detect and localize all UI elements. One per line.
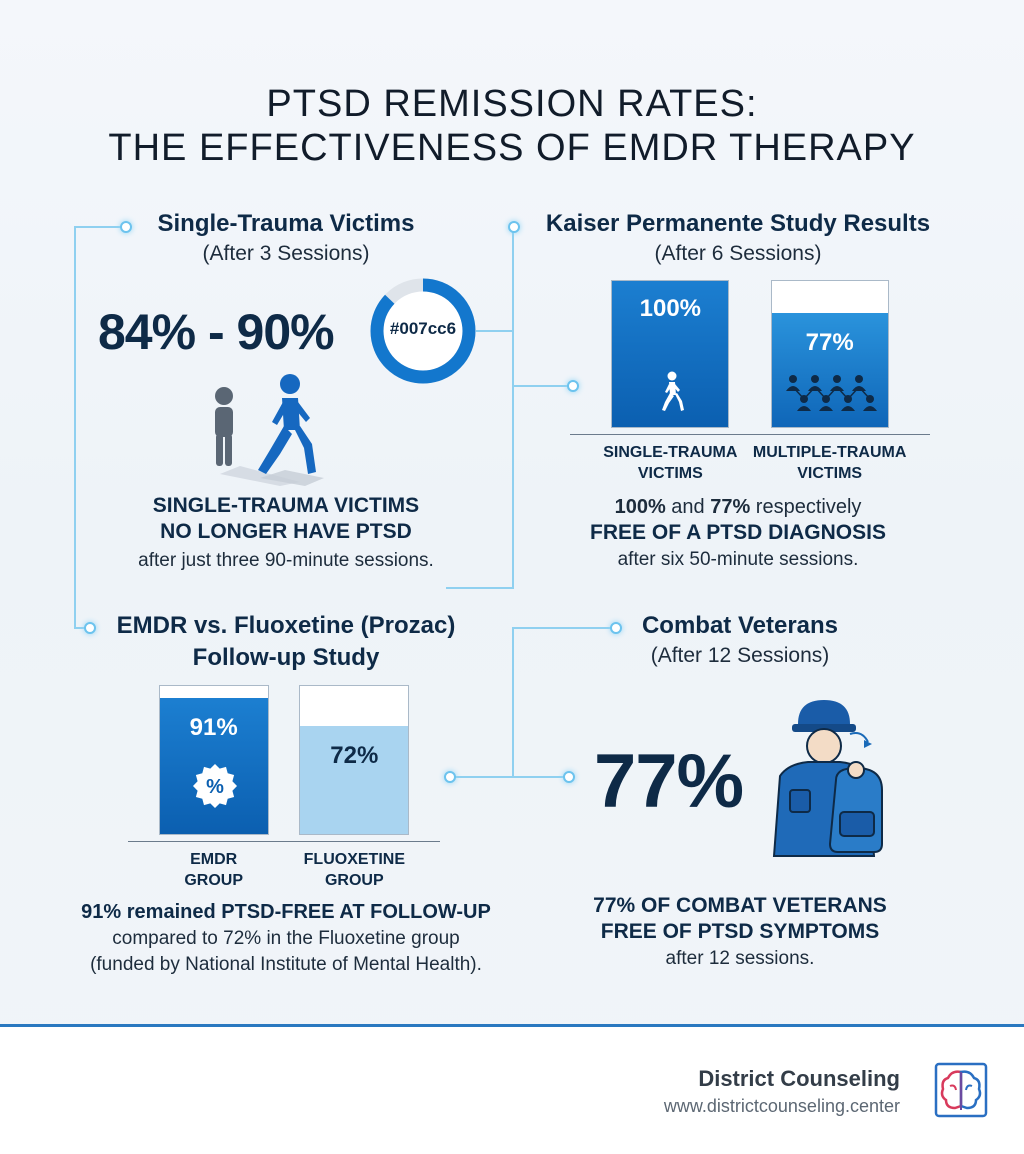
- bar-fill-2: [300, 726, 409, 834]
- percent-badge-icon: %: [191, 762, 239, 815]
- walking-person-icon: [656, 371, 686, 416]
- kaiser-subtitle: (After 6 Sessions): [654, 242, 822, 265]
- bar-data-label-2: 72%: [330, 742, 379, 769]
- connector-left-vertical: [74, 226, 76, 628]
- connector-center-vertical: [512, 226, 514, 588]
- footer-divider: [0, 1024, 1024, 1027]
- veterans-title: Combat Veterans: [641, 612, 839, 639]
- kaiser-caption-pct-b: 77%: [710, 496, 751, 518]
- fluoxetine-caption: 91% remained PTSD-FREE AT FOLLOW-UP comp…: [40, 901, 532, 976]
- kaiser-caption-rest: respectively: [750, 496, 862, 518]
- single-trauma-caption: SINGLE-TRAUMA VICTIMS NO LONGER HAVE PTS…: [96, 494, 476, 572]
- footer-brand-block: District Counseling www.districtcounseli…: [664, 1066, 900, 1117]
- kaiser-caption: 100% and 77% respectively FREE OF A PTSD…: [528, 496, 948, 571]
- bar-category-label-2: FLUOXETINE GROUP: [269, 849, 439, 891]
- bar-category-line: FLUOXETINE: [303, 851, 405, 868]
- bar-chart-axis: [128, 841, 440, 842]
- kaiser-caption-pct-a: 100%: [614, 496, 666, 518]
- fluoxetine-section: EMDR vs. Fluoxetine (Prozac) Follow-up S…: [96, 612, 476, 672]
- single-trauma-caption-line-1: SINGLE-TRAUMA VICTIMS: [152, 494, 420, 517]
- node-fluoxetine: [84, 622, 96, 634]
- node-fluoxetine-chart: [444, 771, 456, 783]
- single-trauma-ring: #007cc6: [367, 275, 479, 387]
- bar-2: 72%: [299, 685, 410, 835]
- bar-fill-1: [612, 281, 729, 427]
- node-single-trauma: [120, 221, 132, 233]
- connector-bottom-middle: [452, 776, 568, 778]
- bar-category-line: GROUP: [184, 872, 243, 889]
- bar-1: 91%%: [158, 685, 269, 835]
- title-line-2: THE EFFECTIVENESS OF EMDR THERAPY: [108, 127, 916, 169]
- fluoxetine-title-line-2: Follow-up Study: [192, 644, 380, 671]
- veterans-section: Combat Veterans (After 12 Sessions): [600, 612, 880, 668]
- veterans-subtitle: (After 12 Sessions): [650, 644, 830, 667]
- bar-category-line: GROUP: [324, 872, 384, 889]
- bar-data-label-1: 91%: [189, 713, 238, 741]
- title-line-1: PTSD REMISSION RATES:: [266, 83, 758, 125]
- walking-people-icon: [200, 374, 330, 486]
- connector-single-bottom: [446, 587, 514, 589]
- connector-kaiser-chart: [514, 385, 572, 387]
- kaiser-caption-line-3: after six 50-minute sessions.: [617, 549, 859, 570]
- kaiser-title: Kaiser Permanente Study Results: [545, 210, 931, 237]
- bar-2: 77%: [770, 280, 889, 428]
- bar-category-label-1: SINGLE-TRAUMA VICTIMS: [581, 442, 759, 484]
- kaiser-caption-line-1: 100% and 77% respectively: [528, 496, 948, 519]
- connector-left-bottom: [74, 627, 86, 629]
- bar-category-label-1: EMDR GROUP: [129, 849, 299, 891]
- brain-icon: [934, 1062, 988, 1118]
- network-people-icon: [779, 373, 883, 420]
- bar-category-line: VICTIMS: [797, 465, 863, 482]
- bar-category-label-2: MULTIPLE-TRAUMA VICTIMS: [741, 442, 919, 484]
- bar-category-line: SINGLE-TRAUMA: [603, 444, 738, 461]
- connector-left-top: [74, 226, 124, 228]
- kaiser-section: Kaiser Permanente Study Results (After 6…: [528, 210, 948, 266]
- fluoxetine-caption-line-2: compared to 72% in the Fluoxetine group: [112, 928, 460, 949]
- bar-category-line: EMDR: [190, 851, 238, 868]
- svg-text:%: %: [206, 776, 224, 798]
- veterans-caption-line-1: 77% OF COMBAT VETERANS: [593, 894, 887, 917]
- page-title: PTSD REMISSION RATES: THE EFFECTIVENESS …: [0, 82, 1024, 170]
- bar-chart-axis: [570, 434, 930, 435]
- connector-veterans-top: [512, 627, 616, 629]
- fluoxetine-bar-chart: 91%% EMDR GROUP 72% FLUOXETINE GROUP: [128, 685, 440, 895]
- kaiser-caption-and: and: [665, 496, 711, 518]
- connector-ring: [476, 330, 514, 332]
- single-trauma-stat: 84% - 90%: [98, 304, 335, 360]
- footer-url: www.districtcounseling.center: [663, 1096, 900, 1116]
- fluoxetine-caption-line-3: (funded by National Institute of Mental …: [90, 954, 482, 975]
- veterans-caption-line-3: after 12 sessions.: [665, 948, 815, 969]
- bar-data-label-1: 100%: [639, 295, 702, 322]
- fluoxetine-title-line-1: EMDR vs. Fluoxetine (Prozac): [116, 612, 456, 639]
- veterans-stat: 77%: [594, 739, 744, 824]
- node-kaiser: [508, 221, 520, 233]
- soldier-backpack-icon: [758, 694, 890, 862]
- bar-1: 100%: [611, 280, 730, 428]
- single-trauma-caption-line-3: after just three 90-minute sessions.: [138, 550, 434, 571]
- veterans-caption: 77% OF COMBAT VETERANS FREE OF PTSD SYMP…: [560, 894, 920, 970]
- bar-category-line: VICTIMS: [637, 465, 703, 482]
- ring-label: #007cc6: [389, 319, 457, 338]
- footer-brand: District Counseling: [698, 1066, 900, 1091]
- single-trauma-section: Single-Trauma Victims (After 3 Sessions): [130, 210, 442, 266]
- kaiser-bar-chart: 100% SINGLE-TRAUMA VICTIMS 77% MULTIPLE-TRAU…: [570, 280, 930, 490]
- bar-category-line: MULTIPLE-TRAUMA: [752, 444, 907, 461]
- bar-data-label-2: 77%: [805, 329, 854, 357]
- single-trauma-subtitle: (After 3 Sessions): [202, 242, 370, 265]
- node-veterans-stat: [563, 771, 575, 783]
- fluoxetine-caption-line-1: 91% remained PTSD-FREE AT FOLLOW-UP: [81, 901, 491, 923]
- kaiser-caption-line-2: FREE OF A PTSD DIAGNOSIS: [590, 521, 886, 544]
- node-kaiser-chart: [567, 380, 579, 392]
- single-trauma-caption-line-2: NO LONGER HAVE PTSD: [160, 520, 412, 543]
- connector-bottom-vertical: [512, 627, 514, 777]
- veterans-caption-line-2: FREE OF PTSD SYMPTOMS: [600, 920, 880, 943]
- node-veterans: [610, 622, 622, 634]
- single-trauma-title: Single-Trauma Victims: [157, 210, 415, 237]
- footer: [0, 1027, 1024, 1154]
